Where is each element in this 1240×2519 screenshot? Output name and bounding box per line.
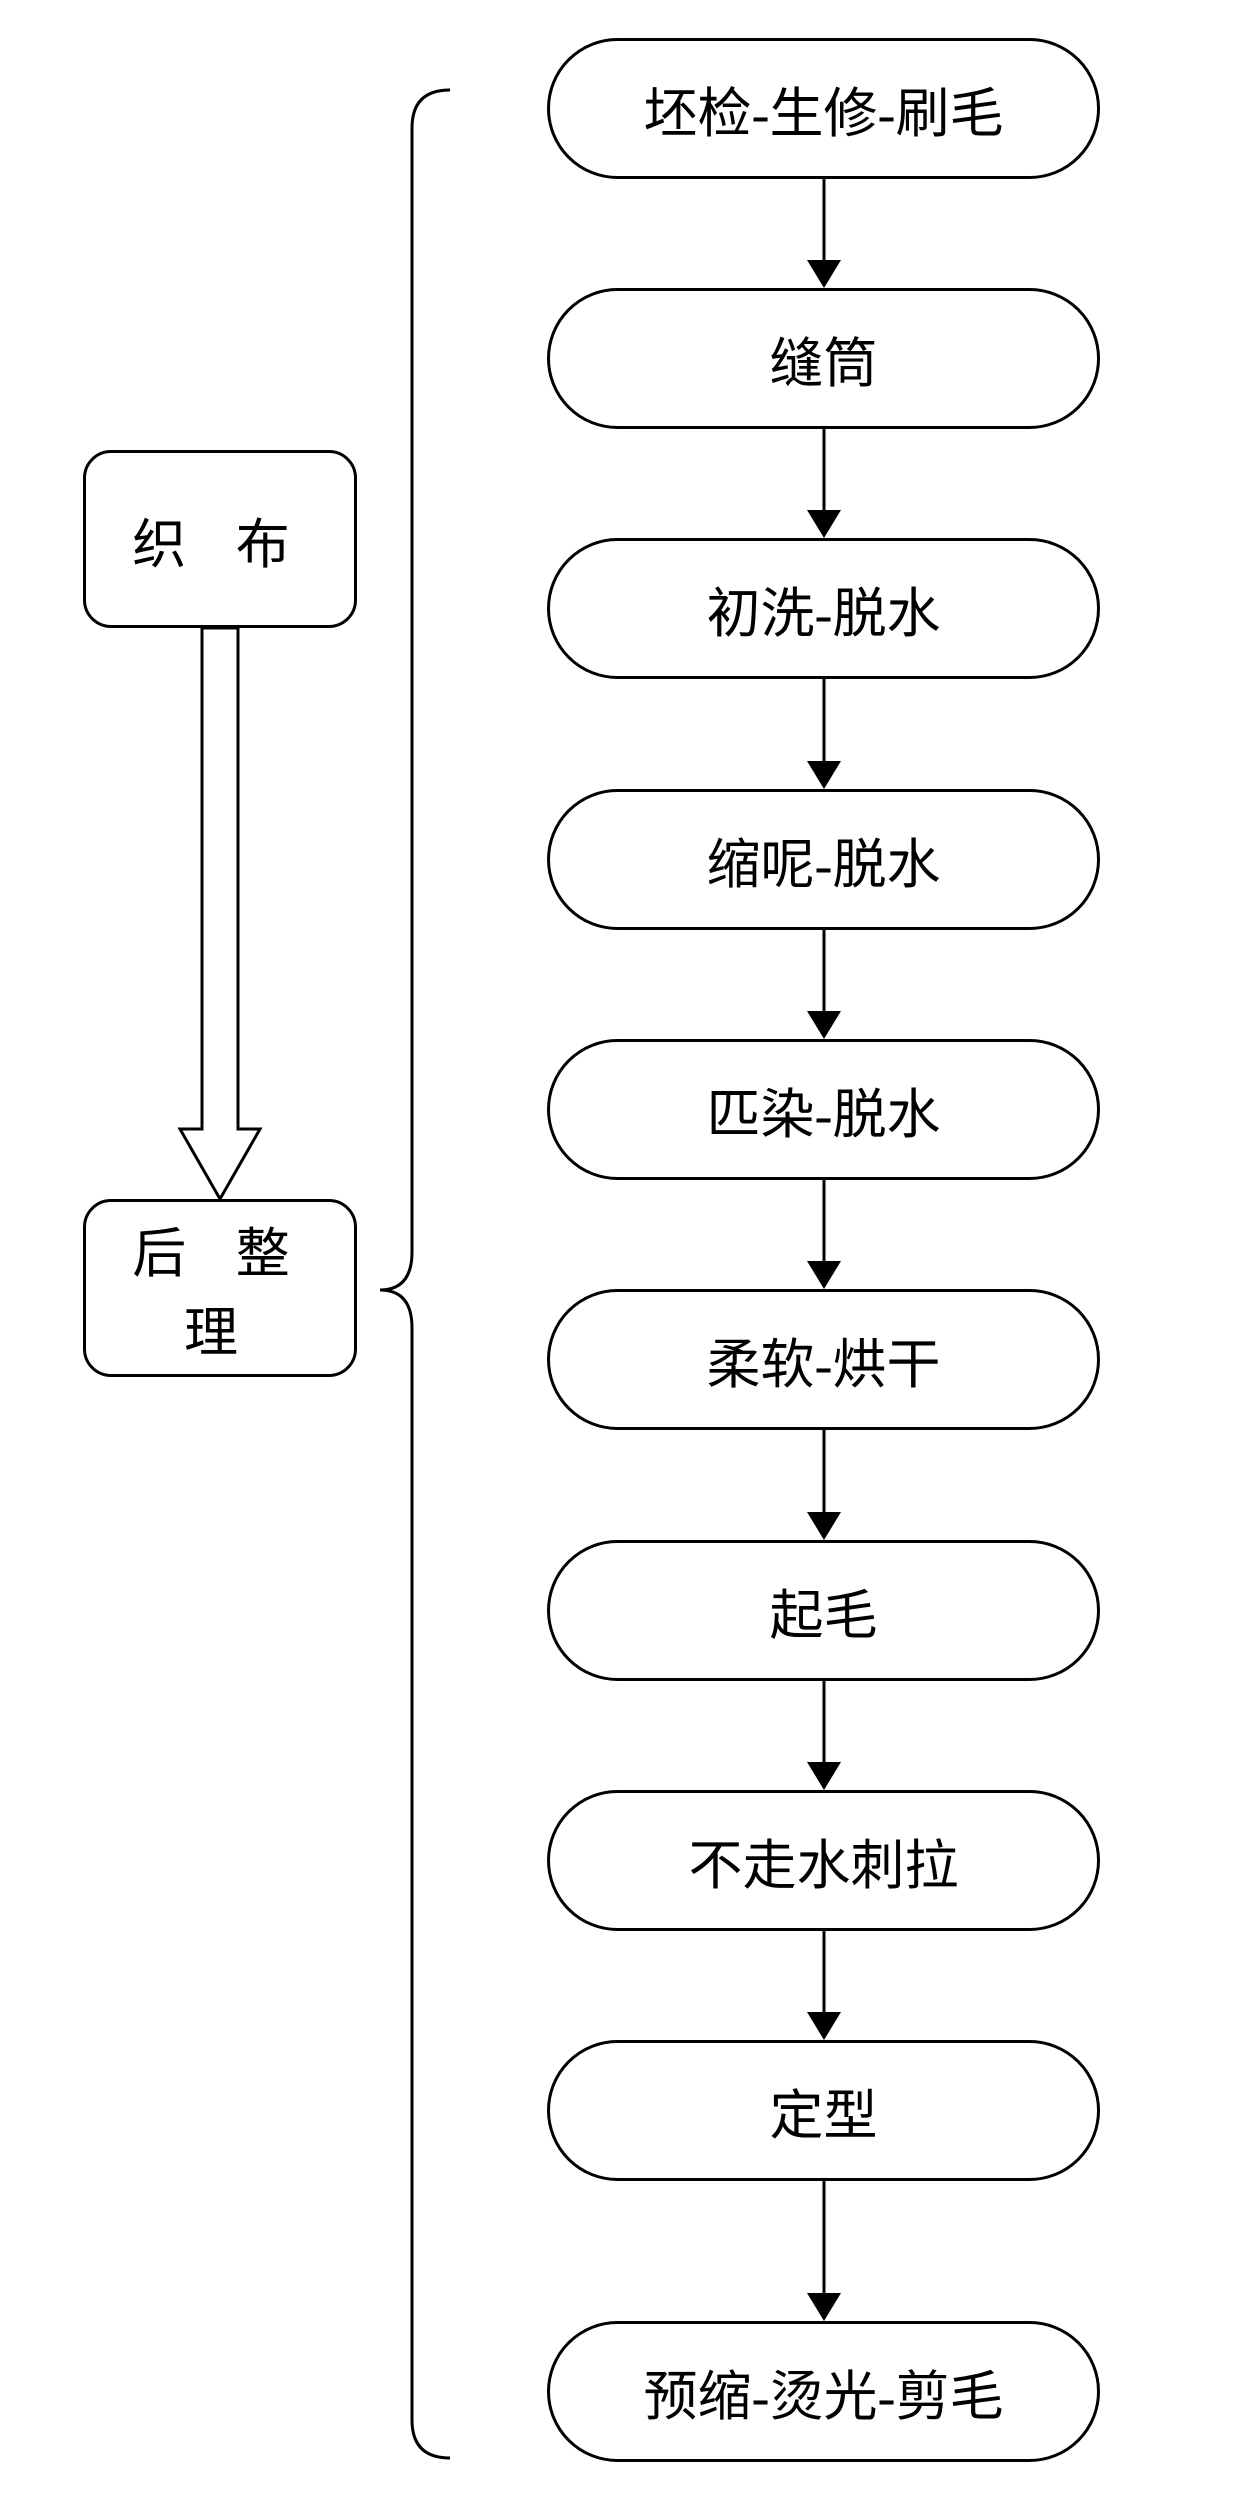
step-node-1: 坯检-生修-刷毛 <box>547 38 1100 179</box>
step-node-2-label: 缝筒 <box>770 319 878 398</box>
step-node-5-label: 匹染-脱水 <box>707 1070 941 1149</box>
step-node-4-label: 缩呢-脱水 <box>707 820 941 899</box>
step-node-3-label: 初洗-脱水 <box>707 569 941 648</box>
step-node-5: 匹染-脱水 <box>547 1039 1100 1180</box>
step-node-1-label: 坯检-生修-刷毛 <box>644 69 1004 148</box>
step-node-9-label: 定型 <box>770 2071 878 2150</box>
step-node-10-label: 预缩-烫光-剪毛 <box>644 2352 1004 2431</box>
left-box-finish: 后 整 理 <box>83 1199 357 1377</box>
left-box-weave-label: 织 布 <box>132 500 308 579</box>
step-node-8-label: 不走水刺拉 <box>689 1821 959 1900</box>
step-node-6: 柔软-烘干 <box>547 1289 1100 1430</box>
step-node-7-label: 起毛 <box>770 1571 878 1650</box>
step-node-10: 预缩-烫光-剪毛 <box>547 2321 1100 2462</box>
step-node-7: 起毛 <box>547 1540 1100 1681</box>
step-node-9: 定型 <box>547 2040 1100 2181</box>
step-node-6-label: 柔软-烘干 <box>707 1320 941 1399</box>
step-node-8: 不走水刺拉 <box>547 1790 1100 1931</box>
left-box-weave: 织 布 <box>83 450 357 628</box>
step-node-3: 初洗-脱水 <box>547 538 1100 679</box>
step-node-2: 缝筒 <box>547 288 1100 429</box>
left-box-finish-label: 后 整 理 <box>86 1209 354 1367</box>
step-node-4: 缩呢-脱水 <box>547 789 1100 930</box>
